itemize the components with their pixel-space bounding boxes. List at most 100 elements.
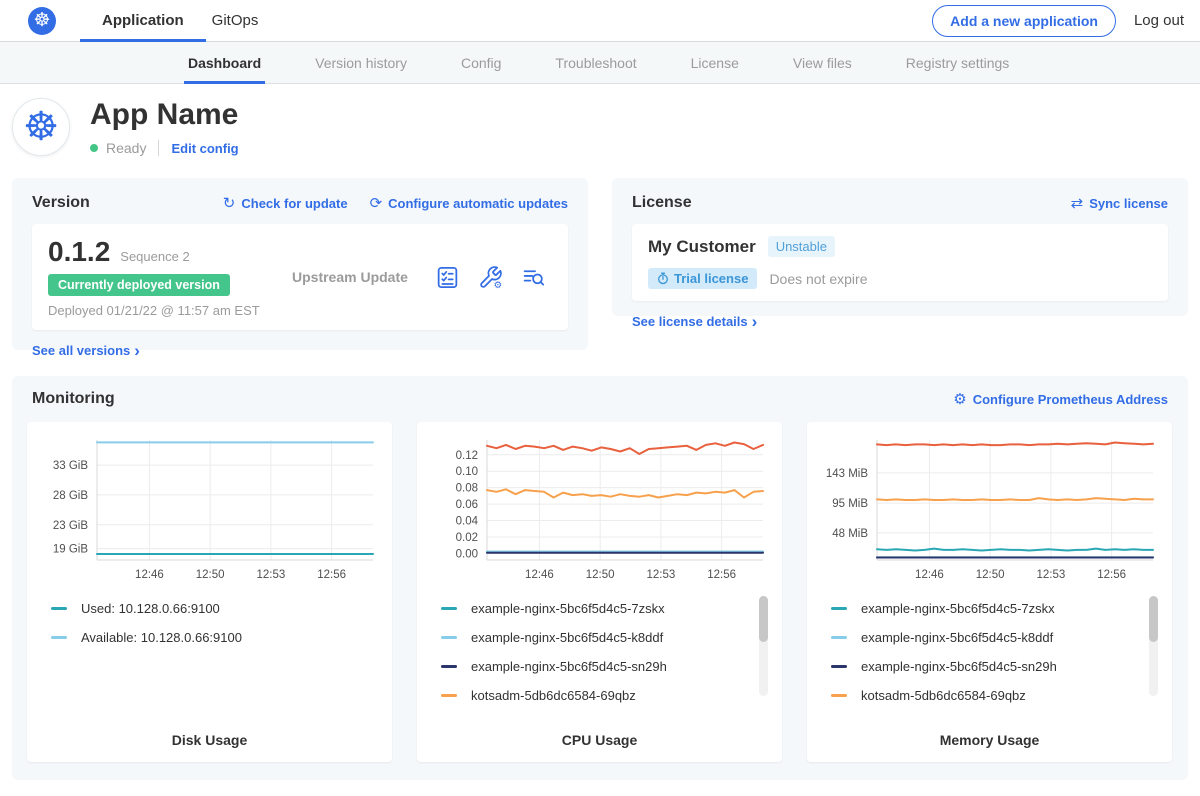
- legend-label: Available: 10.128.0.66:9100: [81, 630, 242, 645]
- memory-usage-card: 143 MiB95 MiB48 MiB12:4612:5012:5312:56 …: [807, 422, 1172, 762]
- legend-label: example-nginx-5bc6f5d4c5-k8ddf: [471, 630, 663, 645]
- version-number: 0.1.2: [48, 236, 110, 268]
- legend-label: example-nginx-5bc6f5d4c5-7zskx: [861, 601, 1055, 616]
- cpu-usage-title: CPU Usage: [429, 732, 770, 754]
- version-card: Version ↻Check for update ⟳Configure aut…: [12, 178, 588, 350]
- sync-license-link[interactable]: ⇄Sync license: [1071, 194, 1168, 212]
- svg-text:12:56: 12:56: [707, 569, 736, 581]
- subnav-dashboard[interactable]: Dashboard: [188, 42, 261, 83]
- view-logs-icon[interactable]: [521, 265, 546, 290]
- subnav-config[interactable]: Config: [461, 42, 501, 83]
- see-all-versions-link[interactable]: See all versions›: [32, 342, 140, 359]
- clock-refresh-icon: ⟳: [370, 194, 383, 212]
- disk-usage-legend: Used: 10.128.0.66:9100 Available: 10.128.…: [39, 594, 380, 652]
- svg-text:95 MiB: 95 MiB: [832, 498, 868, 510]
- kubernetes-logo-icon[interactable]: ☸: [28, 7, 56, 35]
- chevron-right-icon: ›: [134, 342, 140, 359]
- legend-dash-icon: [441, 694, 457, 697]
- legend-label: example-nginx-5bc6f5d4c5-7zskx: [471, 601, 665, 616]
- currently-deployed-badge: Currently deployed version: [48, 274, 230, 296]
- app-sub-nav: Dashboard Version history Config Trouble…: [0, 42, 1200, 84]
- svg-text:12:53: 12:53: [256, 569, 285, 581]
- subnav-license[interactable]: License: [691, 42, 739, 83]
- tab-gitops[interactable]: GitOps: [198, 0, 273, 41]
- trial-license-badge: Trial license: [648, 268, 757, 289]
- svg-text:12:53: 12:53: [1036, 569, 1065, 581]
- subnav-troubleshoot[interactable]: Troubleshoot: [555, 42, 636, 83]
- legend-dash-icon: [831, 636, 847, 639]
- scrollbar-thumb[interactable]: [759, 596, 768, 642]
- svg-text:48 MiB: 48 MiB: [832, 528, 868, 540]
- svg-text:28 GiB: 28 GiB: [53, 490, 88, 502]
- svg-text:0.08: 0.08: [456, 483, 478, 495]
- svg-text:0.06: 0.06: [456, 499, 478, 511]
- subnav-version-history[interactable]: Version history: [315, 42, 407, 83]
- legend-label: Used: 10.128.0.66:9100: [81, 601, 220, 616]
- tab-application[interactable]: Application: [88, 0, 198, 41]
- edit-config-icon[interactable]: ⚙: [478, 265, 503, 290]
- svg-text:12:56: 12:56: [317, 569, 346, 581]
- app-header: ☸ App Name Ready Edit config: [0, 84, 1200, 168]
- svg-text:23 GiB: 23 GiB: [53, 520, 88, 532]
- svg-text:12:53: 12:53: [646, 569, 675, 581]
- legend-dash-icon: [441, 636, 457, 639]
- monitoring-section: Monitoring ⚙Configure Prometheus Address…: [12, 376, 1188, 780]
- cpu-usage-legend: example-nginx-5bc6f5d4c5-7zskx example-ng…: [429, 594, 770, 710]
- svg-text:33 GiB: 33 GiB: [53, 460, 88, 472]
- legend-item: example-nginx-5bc6f5d4c5-k8ddf: [441, 623, 752, 652]
- legend-dash-icon: [441, 665, 457, 668]
- add-application-button[interactable]: Add a new application: [932, 5, 1116, 37]
- svg-text:12:50: 12:50: [586, 569, 615, 581]
- legend-item: kotsadm-5db6dc6584-69qbz: [831, 681, 1142, 710]
- legend-dash-icon: [441, 607, 457, 610]
- svg-text:143 MiB: 143 MiB: [826, 468, 869, 480]
- preflight-checks-icon[interactable]: [435, 265, 460, 290]
- configure-prometheus-link[interactable]: ⚙Configure Prometheus Address: [953, 390, 1168, 408]
- check-for-update-link[interactable]: ↻Check for update: [223, 194, 348, 212]
- legend-item: kotsadm-5db6dc6584-69qbz: [441, 681, 752, 710]
- legend-item: example-nginx-5bc6f5d4c5-k8ddf: [831, 623, 1142, 652]
- memory-usage-legend: example-nginx-5bc6f5d4c5-7zskx example-ng…: [819, 594, 1160, 710]
- legend-scrollbar[interactable]: [1149, 596, 1158, 696]
- cpu-usage-card: 0.120.100.080.060.040.020.0012:4612:5012…: [417, 422, 782, 762]
- svg-text:12:46: 12:46: [915, 569, 944, 581]
- legend-label: example-nginx-5bc6f5d4c5-sn29h: [861, 659, 1057, 674]
- topnav-tabs: Application GitOps: [88, 0, 272, 41]
- legend-label: example-nginx-5bc6f5d4c5-k8ddf: [861, 630, 1053, 645]
- helm-wheel-glyph: ☸: [23, 107, 59, 147]
- svg-text:12:46: 12:46: [525, 569, 554, 581]
- divider: [158, 140, 159, 156]
- logout-button[interactable]: Log out: [1134, 12, 1184, 29]
- legend-label: kotsadm-5db6dc6584-69qbz: [471, 688, 636, 703]
- chevron-right-icon: ›: [752, 313, 758, 330]
- legend-dash-icon: [51, 607, 67, 610]
- scrollbar-thumb[interactable]: [1149, 596, 1158, 642]
- legend-scrollbar[interactable]: [759, 596, 768, 696]
- legend-dash-icon: [51, 636, 67, 639]
- subnav-view-files[interactable]: View files: [793, 42, 852, 83]
- stopwatch-icon: [657, 272, 669, 285]
- cpu-usage-chart: 0.120.100.080.060.040.020.0012:4612:5012…: [429, 432, 770, 584]
- current-version-row: 0.1.2 Sequence 2 Currently deployed vers…: [32, 224, 568, 330]
- see-license-details-link[interactable]: See license details›: [632, 313, 757, 330]
- memory-usage-title: Memory Usage: [819, 732, 1160, 754]
- cards-row: Version ↻Check for update ⟳Configure aut…: [0, 168, 1200, 350]
- license-card: License ⇄Sync license My Customer Unstab…: [612, 178, 1188, 316]
- legend-dash-icon: [831, 694, 847, 697]
- edit-config-link[interactable]: Edit config: [171, 141, 238, 156]
- legend-label: kotsadm-5db6dc6584-69qbz: [861, 688, 1026, 703]
- app-logo: ☸: [12, 98, 70, 156]
- legend-dash-icon: [831, 665, 847, 668]
- configure-automatic-updates-link[interactable]: ⟳Configure automatic updates: [370, 194, 568, 212]
- svg-text:0.00: 0.00: [456, 548, 478, 560]
- helm-wheel-glyph: ☸: [33, 11, 50, 30]
- page-title: App Name: [90, 98, 239, 132]
- subnav-registry-settings[interactable]: Registry settings: [906, 42, 1009, 83]
- disk-usage-chart: 33 GiB28 GiB23 GiB19 GiB12:4612:5012:531…: [39, 432, 380, 584]
- svg-text:12:46: 12:46: [135, 569, 164, 581]
- status-label: Ready: [106, 140, 146, 156]
- disk-usage-title: Disk Usage: [39, 732, 380, 754]
- svg-text:12:50: 12:50: [196, 569, 225, 581]
- gear-icon: ⚙: [953, 390, 966, 408]
- monitoring-title: Monitoring: [32, 390, 115, 408]
